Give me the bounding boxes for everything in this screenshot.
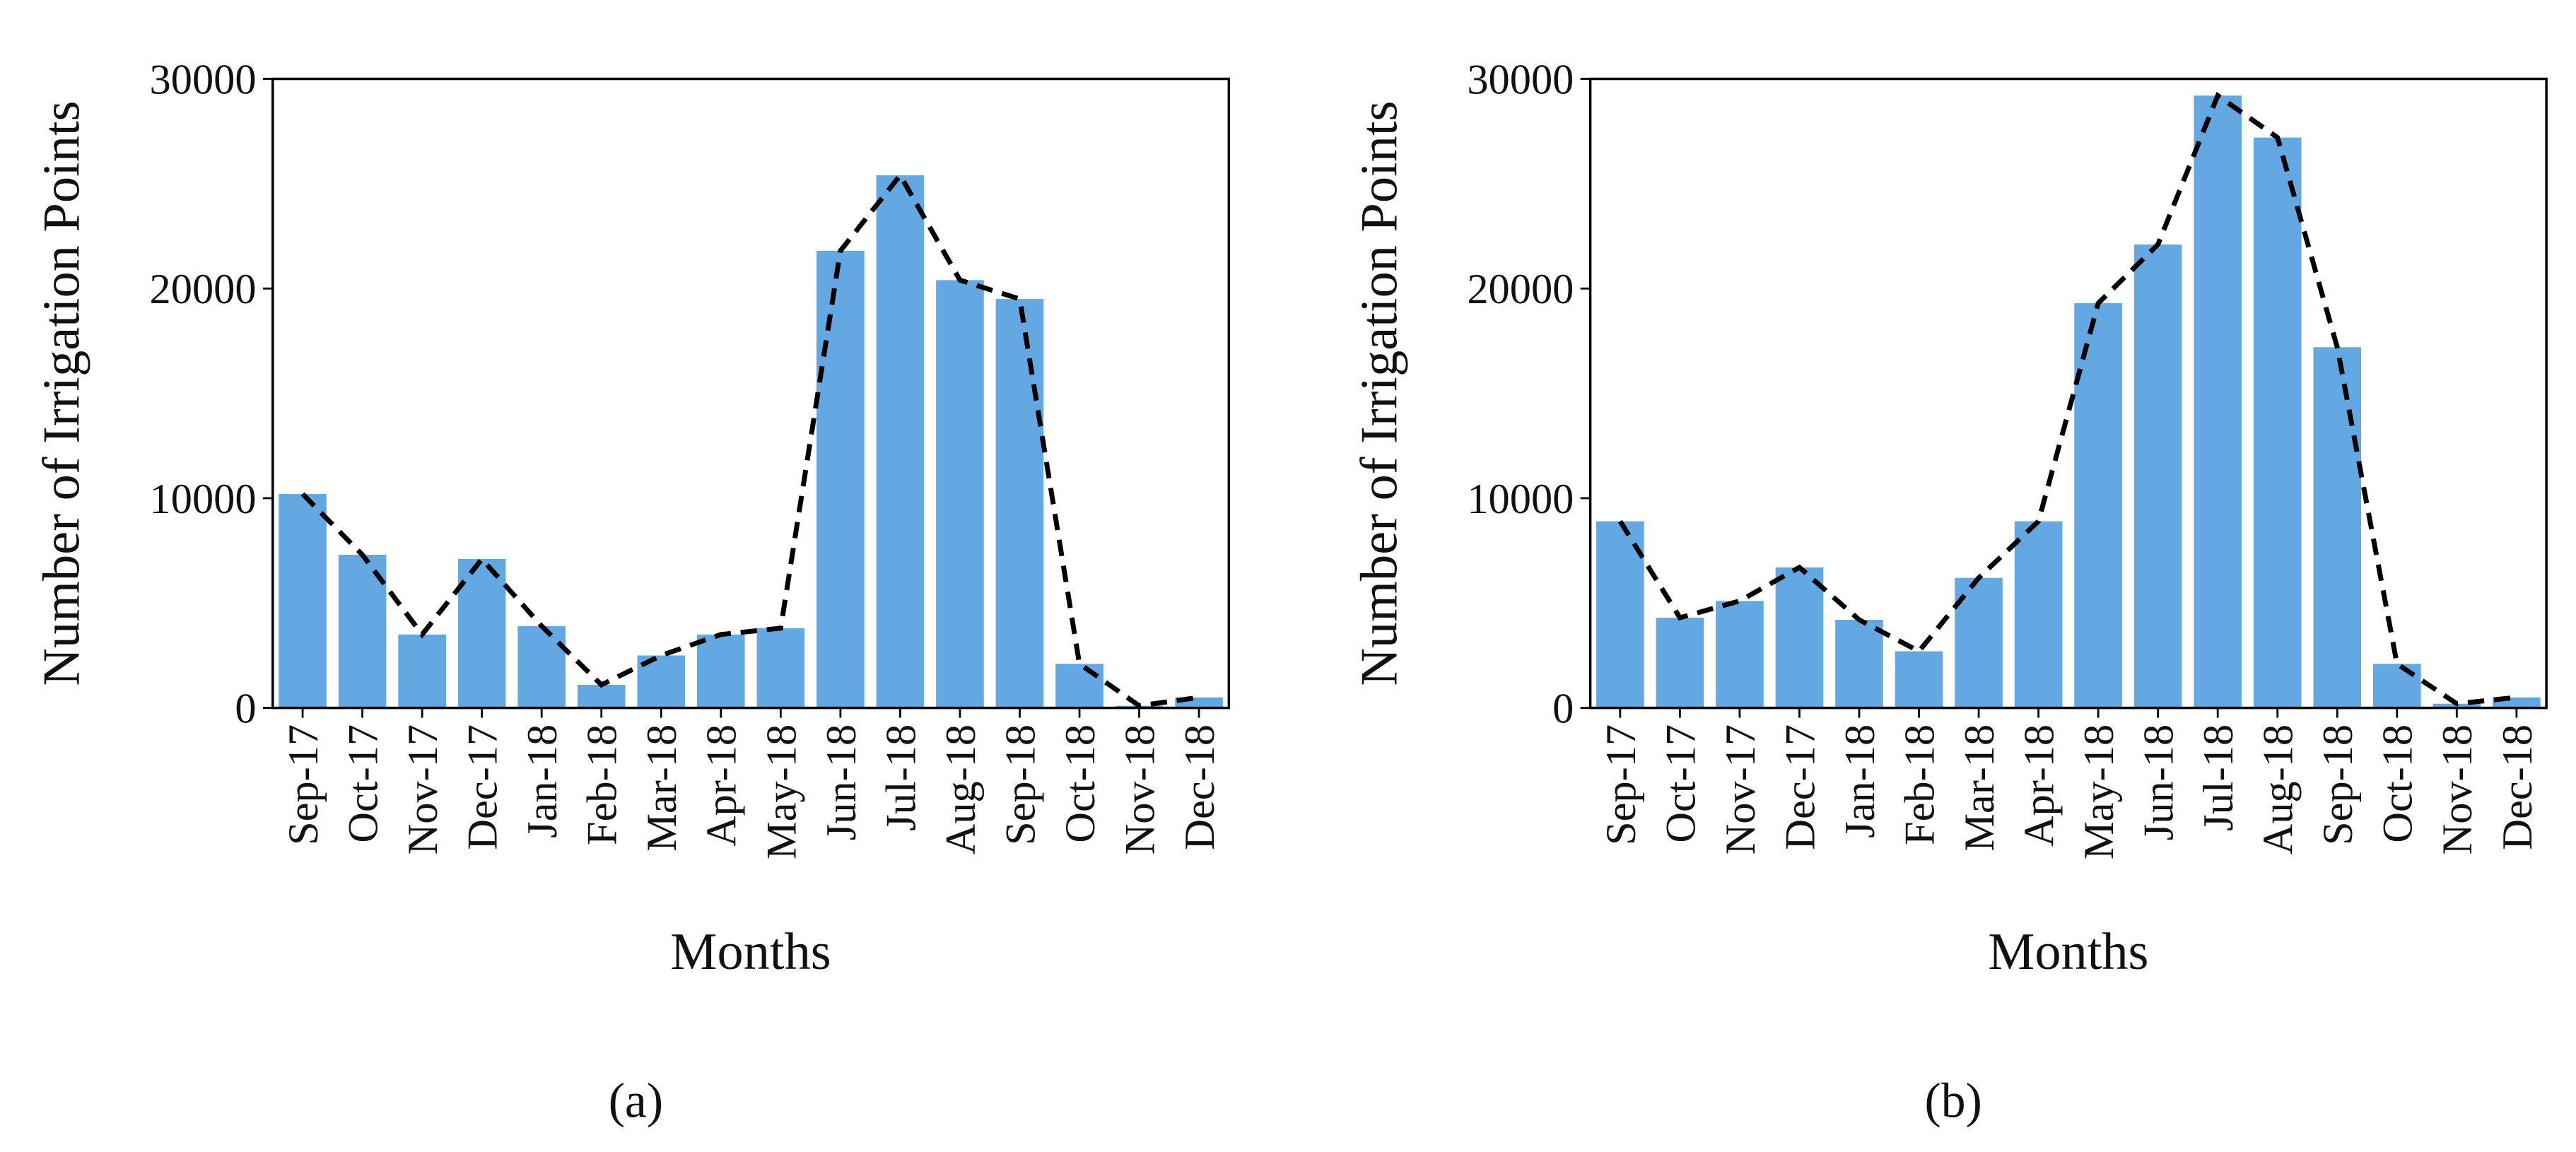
bar	[1835, 620, 1883, 708]
trend-line	[300, 170, 1200, 709]
x-axis-label: Months	[670, 923, 831, 981]
x-tick-label: Feb-18	[579, 724, 626, 845]
bar	[2133, 244, 2182, 708]
bar	[457, 558, 506, 708]
x-tick-label: Dec-17	[1776, 724, 1824, 850]
bar	[517, 625, 566, 708]
bar	[756, 628, 805, 708]
y-axis-label: Number of Irrigation Points	[33, 101, 91, 686]
x-tick-label: Apr-18	[698, 724, 746, 847]
x-tick-label: Nov-18	[1116, 724, 1164, 855]
y-tick-label: 20000	[150, 266, 257, 313]
bar	[1596, 521, 1644, 708]
x-tick-label: May-18	[758, 724, 805, 859]
x-tick-label: Jan-18	[1837, 724, 1884, 838]
bar	[1656, 618, 1704, 708]
x-tick-label: Nov-17	[399, 724, 447, 855]
x-tick-label: Oct-17	[1657, 724, 1704, 843]
plot-frame	[1588, 77, 2548, 710]
bar	[577, 684, 626, 708]
x-tick-label: Jun-18	[818, 724, 865, 840]
bar	[279, 493, 327, 708]
bar	[2074, 303, 2122, 708]
y-tick-label: 10000	[150, 476, 257, 523]
bar	[936, 280, 984, 708]
bar	[1055, 664, 1103, 708]
bar	[2194, 95, 2242, 708]
bar	[2253, 137, 2302, 708]
y-axis-label: Number of Irrigation Points	[1350, 101, 1408, 686]
x-tick-label: Nov-17	[1717, 724, 1764, 855]
chart-panel: 0 10000 20000 30000 Sep-17 Oct-17 Nov-17 Dec-17…	[33, 56, 1231, 1128]
bar	[1716, 601, 1764, 708]
x-tick-label: Dec-18	[2494, 724, 2541, 850]
bar	[398, 634, 446, 708]
x-tick-label: Oct-17	[340, 724, 387, 843]
bar	[2313, 347, 2362, 708]
x-tick-label: Jun-18	[2136, 724, 2183, 840]
x-tick-label: Mar-18	[638, 724, 686, 852]
x-tick-label: Jan-18	[519, 724, 566, 838]
plot-frame	[271, 77, 1231, 710]
x-tick-label: Dec-18	[1176, 724, 1224, 850]
bar	[696, 634, 745, 708]
panel-caption: (a)	[609, 1074, 663, 1128]
x-tick-label: Sep-18	[997, 724, 1044, 845]
x-tick-label: Aug-18	[2255, 724, 2302, 855]
bar	[1775, 567, 1824, 708]
chart-panel: 0 10000 20000 30000 Sep-17 Oct-17 Nov-17 Dec-17…	[1350, 56, 2548, 1128]
y-tick-label: 20000	[1467, 266, 1574, 313]
x-axis-label: Months	[1988, 923, 2148, 981]
x-tick-label: Aug-18	[937, 724, 985, 855]
y-tick-label: 30000	[1467, 56, 1574, 103]
x-tick-label: Oct-18	[2375, 724, 2422, 843]
y-tick-label: 0	[1552, 686, 1574, 733]
x-tick-label: Sep-18	[2314, 724, 2362, 845]
panel-caption: (b)	[1925, 1074, 1982, 1128]
y-tick-label: 30000	[150, 56, 257, 103]
x-tick-label: Nov-18	[2434, 724, 2481, 855]
x-tick-label: Dec-17	[459, 724, 507, 850]
bar	[995, 299, 1044, 708]
bar	[1895, 651, 1943, 708]
bar	[2372, 664, 2421, 708]
x-tick-label: May-18	[2076, 724, 2123, 859]
x-tick-label: Oct-18	[1057, 724, 1104, 843]
bar	[338, 555, 387, 708]
x-tick-label: Sep-17	[280, 724, 327, 845]
y-tick-label: 10000	[1467, 476, 1574, 523]
x-tick-label: Sep-17	[1598, 724, 1645, 845]
x-tick-label: Apr-18	[2016, 724, 2063, 847]
bar	[876, 175, 925, 708]
bar	[2014, 521, 2063, 708]
x-tick-label: Jul-18	[877, 724, 925, 831]
x-tick-label: Jul-18	[2195, 724, 2242, 831]
y-tick-label: 0	[235, 686, 256, 733]
x-tick-label: Mar-18	[1956, 724, 2003, 852]
x-tick-label: Feb-18	[1896, 724, 1943, 845]
bar	[816, 250, 865, 708]
